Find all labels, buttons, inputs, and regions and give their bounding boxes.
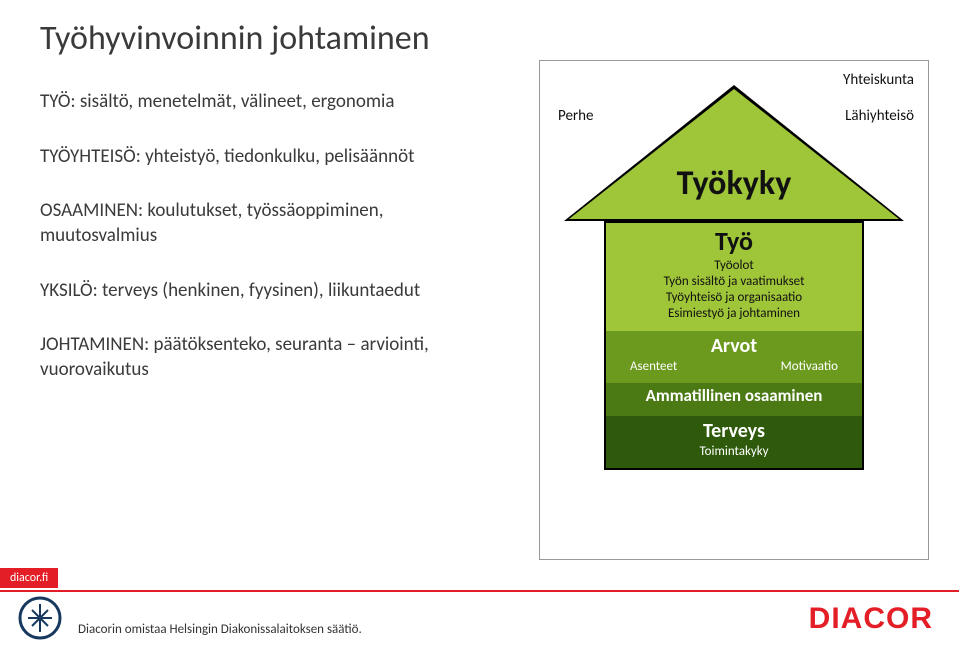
- layer-tyo-line-4: Esimiestyö ja johtaminen: [612, 306, 856, 322]
- content-block: TYÖ: sisältö, menetelmät, välineet, ergo…: [40, 90, 500, 413]
- bullet-tyo: TYÖ: sisältö, menetelmät, välineet, ergo…: [40, 90, 500, 115]
- layer-tyo-line-2: Työn sisältö ja vaatimukset: [612, 274, 856, 290]
- bullet-osaaminen: OSAAMINEN: koulutukset, työssäoppiminen,…: [40, 199, 500, 248]
- footer-bar: diacor.fi: [0, 568, 58, 588]
- layer-arvot-right: Motivaatio: [781, 359, 838, 375]
- layer-tyo: Työ Työolot Työn sisältö ja vaatimukset …: [606, 223, 862, 331]
- footer: diacor.fi Diacorin omistaa Helsingin Dia…: [0, 590, 959, 654]
- brand-wordmark: DIACOR: [809, 602, 933, 636]
- layer-arvot-row: Asenteet Motivaatio: [612, 359, 856, 375]
- layer-arvot-heading: Arvot: [612, 335, 856, 357]
- layer-terv: Terveys Toimintakyky: [606, 416, 862, 468]
- layer-amma: Ammatillinen osaaminen: [606, 383, 862, 416]
- layer-arvot-left: Asenteet: [630, 359, 677, 375]
- tyokyky-house-diagram: Perhe Yhteiskunta Lähiyhteisö Työkyky Ty…: [539, 60, 929, 560]
- roof-label: Työkyky: [540, 163, 928, 204]
- layer-terv-sub: Toimintakyky: [612, 444, 856, 460]
- footer-owner-text: Diacorin omistaa Helsingin Diakonissalai…: [78, 622, 362, 637]
- bullet-yksilo: YKSILÖ: terveys (henkinen, fyysinen), li…: [40, 279, 500, 304]
- layer-tyo-line-1: Työolot: [612, 258, 856, 274]
- house-stack: Työ Työolot Työn sisältö ja vaatimukset …: [604, 221, 864, 470]
- layer-tyo-heading: Työ: [612, 227, 856, 256]
- layer-arvot: Arvot Asenteet Motivaatio: [606, 331, 862, 383]
- layer-amma-heading: Ammatillinen osaaminen: [612, 387, 856, 406]
- layer-terv-heading: Terveys: [612, 420, 856, 442]
- foundation-logo-icon: [16, 594, 64, 642]
- bullet-johtaminen: JOHTAMINEN: päätöksenteko, seuranta – ar…: [40, 333, 500, 382]
- slide: Työhyvinvoinnin johtaminen TYÖ: sisältö,…: [0, 0, 959, 654]
- page-title: Työhyvinvoinnin johtaminen: [40, 18, 430, 59]
- bullet-tyoyhteiso: TYÖYHTEISÖ: yhteistyö, tiedonkulku, peli…: [40, 145, 500, 170]
- layer-tyo-line-3: Työyhteisö ja organisaatio: [612, 290, 856, 306]
